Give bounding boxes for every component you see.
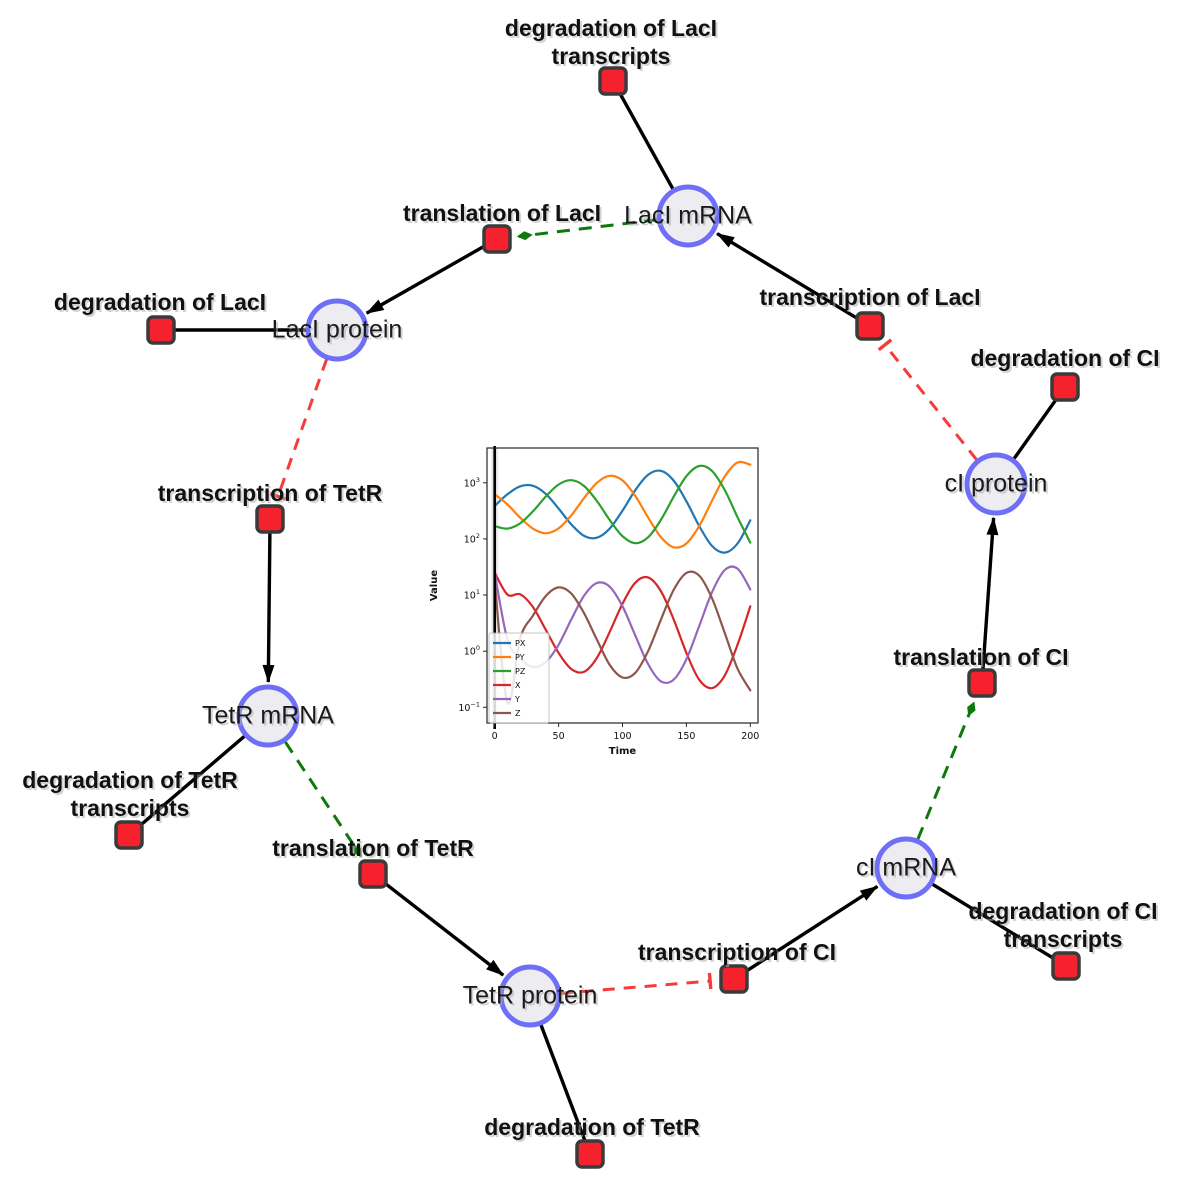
species-node-laci-mrna xyxy=(656,184,720,248)
series-Z xyxy=(493,570,752,705)
reaction-node-deg-tetr xyxy=(575,1139,605,1169)
species-node-tetr-protein xyxy=(498,964,562,1028)
y-tick-label: 10−1 xyxy=(458,700,480,714)
reaction-node-transcription-ci xyxy=(719,964,749,994)
reaction-node-deg-laci-transcripts xyxy=(598,66,628,96)
legend-entry-X: X xyxy=(515,681,521,690)
x-tick-label: 50 xyxy=(553,731,565,742)
edge-translation-ci-to-ci-protein xyxy=(981,516,999,670)
edge-transcription-ci-to-ci-mrna xyxy=(744,884,879,973)
x-tick-label: 150 xyxy=(677,731,695,742)
reaction-node-deg-laci xyxy=(146,315,176,345)
species-node-ci-mrna xyxy=(874,836,938,900)
edge-translation-tetr-to-tetr-protein xyxy=(383,881,505,977)
series-PY xyxy=(493,460,752,549)
reaction-node-deg-ci-transcripts xyxy=(1051,951,1081,981)
reaction-node-transcription-tetr xyxy=(255,504,285,534)
edge-ci-protein-to-deg-ci xyxy=(1012,397,1059,460)
reaction-node-translation-laci xyxy=(482,224,512,254)
edge-translation-laci-to-laci-protein xyxy=(365,244,486,315)
reaction-node-transcription-laci xyxy=(855,311,885,341)
legend-entry-PZ: PZ xyxy=(515,667,526,676)
legend-entry-PX: PX xyxy=(515,639,526,648)
y-tick-label: 103 xyxy=(464,476,480,490)
reaction-node-translation-ci xyxy=(967,668,997,698)
reaction-node-deg-tetr-transcripts xyxy=(114,820,144,850)
y-tick-label: 101 xyxy=(464,588,480,602)
edge-ci-mrna-to-deg-ci-transcripts xyxy=(931,882,1055,961)
y-axis-label: Value xyxy=(429,570,440,601)
reaction-node-translation-tetr xyxy=(358,859,388,889)
edge-ci-protein-to-transcription-laci xyxy=(877,338,978,461)
edge-ci-mrna-to-translation-ci xyxy=(916,701,976,840)
timeseries-plot: 0 50 100 150 200 10−1 100 101 102 103 Time Value PX P… xyxy=(429,446,759,757)
edge-tetr-protein-to-deg-tetr xyxy=(539,1024,587,1142)
edge-tetr-protein-to-transcription-ci xyxy=(560,972,713,995)
species-node-ci-protein xyxy=(964,452,1028,516)
legend-entry-PY: PY xyxy=(515,653,525,662)
edge-laci-mrna-to-translation-laci xyxy=(516,218,658,241)
edge-tetr-mrna-to-deg-tetr-transcripts xyxy=(138,734,246,828)
edge-laci-protein-to-transcription-tetr xyxy=(269,358,329,501)
series-X xyxy=(493,571,752,690)
legend-box xyxy=(488,632,550,724)
y-tick-label: 102 xyxy=(464,532,480,546)
reaction-node-deg-ci xyxy=(1050,372,1080,402)
edge-transcription-tetr-to-tetr-mrna xyxy=(262,532,275,683)
x-tick-label: 200 xyxy=(741,731,759,742)
edge-laci-mrna-to-deg-laci-transcripts xyxy=(618,92,675,190)
series-PZ xyxy=(493,464,752,545)
species-node-laci-protein xyxy=(305,298,369,362)
series-PX xyxy=(493,469,752,554)
legend-entry-Y: Y xyxy=(514,695,520,704)
species-node-tetr-mrna xyxy=(236,684,300,748)
x-axis-label: Time xyxy=(609,746,637,757)
x-tick-label: 100 xyxy=(613,731,631,742)
edge-tetr-mrna-to-translation-tetr xyxy=(283,740,363,858)
inset-chart: 0 50 100 150 200 10−1 100 101 102 103 Time Value PX P… xyxy=(425,441,765,761)
y-tick-label: 100 xyxy=(464,644,480,658)
x-tick-label: 0 xyxy=(492,731,498,742)
edge-transcription-laci-to-laci-mrna xyxy=(716,232,859,321)
legend-entry-Z: Z xyxy=(515,709,521,718)
